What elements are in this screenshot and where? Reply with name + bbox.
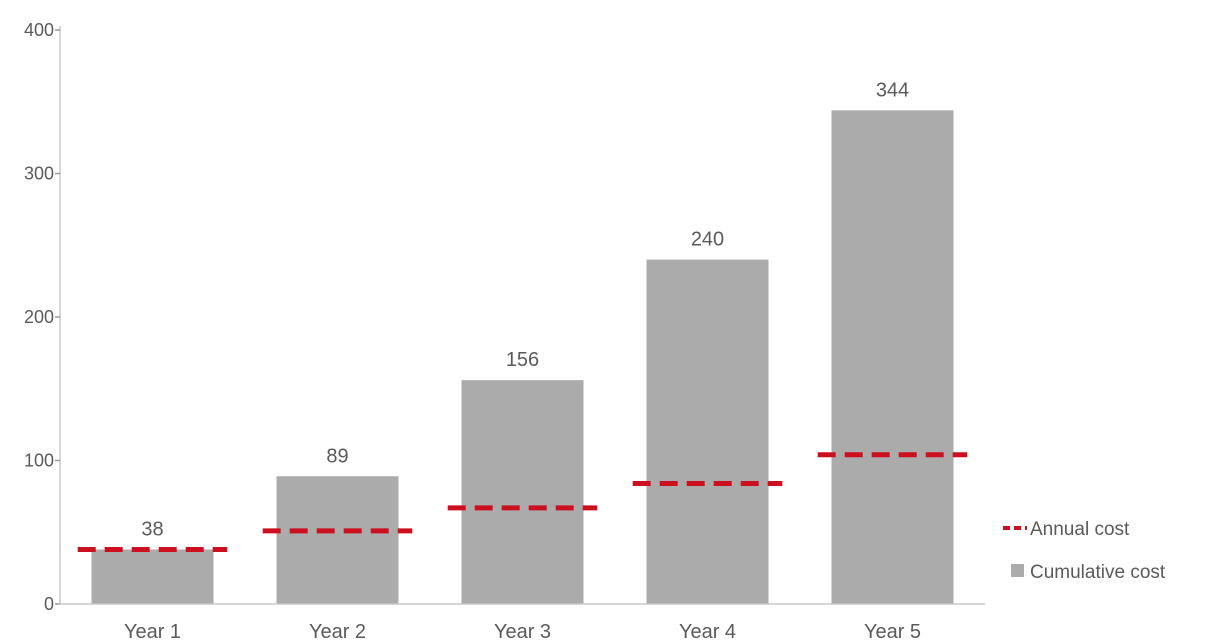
- y-tick-label: 200: [24, 307, 54, 327]
- data-label: 344: [876, 79, 909, 101]
- data-label: 38: [141, 518, 163, 540]
- y-tick-label: 100: [24, 451, 54, 471]
- y-tick-label: 300: [24, 164, 54, 184]
- bar-5: [831, 110, 954, 605]
- x-tick-label: Year 4: [679, 621, 736, 643]
- data-label: 89: [326, 445, 348, 467]
- x-tick-label: Year 2: [309, 621, 366, 643]
- y-tick-label: 0: [44, 594, 54, 614]
- x-tick-label: Year 5: [864, 621, 921, 643]
- legend-cumulative-cost-label: Cumulative cost: [1030, 562, 1166, 583]
- bar-4: [646, 259, 769, 604]
- data-label: 156: [506, 349, 539, 371]
- x-tick-label: Year 3: [494, 621, 551, 643]
- bar-1: [91, 549, 214, 604]
- bar-3: [461, 380, 584, 604]
- data-label: 240: [691, 229, 724, 251]
- bar-2: [276, 476, 399, 604]
- legend-cumulative-cost-swatch: [1011, 564, 1024, 577]
- legend-annual-cost-label: Annual cost: [1030, 519, 1130, 540]
- x-tick-label: Year 1: [124, 621, 181, 643]
- y-tick-label: 400: [24, 20, 54, 40]
